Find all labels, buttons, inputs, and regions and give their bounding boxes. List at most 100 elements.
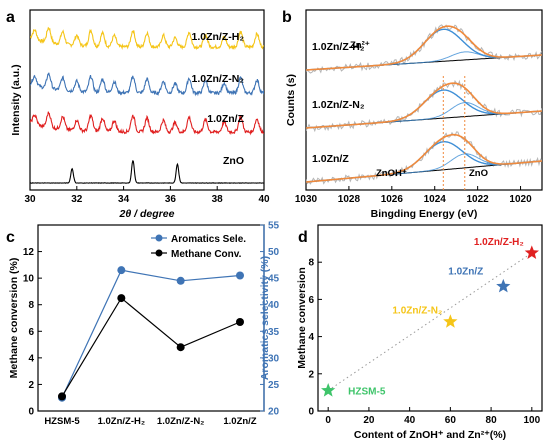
legend-marker-methane: [155, 249, 163, 257]
xrd-label-0: 1.0Zn/Z-H₂: [192, 31, 245, 43]
legend-label-aromatics: Aromatics Sele.: [171, 234, 246, 245]
x-tick-label-b-2: 1026: [381, 194, 404, 205]
legend-label-methane: Methane Conv.: [171, 249, 242, 260]
x-ticks-b: 1030 1028 1026 1024 1022 1020: [295, 186, 532, 205]
x-tick-label-d-4: 80: [486, 415, 498, 426]
y-tick-label-d-1: 2: [308, 369, 314, 380]
xps-curves: [306, 24, 542, 190]
x-tick-label-a-5: 40: [258, 194, 270, 205]
series-point-c-1-0: [58, 392, 66, 401]
panel-letter-d: d: [298, 229, 308, 246]
x-category-c-0: HZSM-5: [44, 416, 80, 427]
y2-tick-label-c-1: 25: [268, 380, 280, 391]
xrd-curve-2: [30, 111, 264, 136]
y-tick-label-c-3: 6: [28, 327, 34, 338]
series-line-c-1: [61, 297, 241, 397]
y2-tick-label-c-6: 50: [268, 247, 280, 258]
xps-raw-2: [306, 131, 542, 185]
x-axis-label-d: Content of ZnOH⁺ and Zn²⁺(%): [354, 429, 506, 441]
star-marker-0: [321, 383, 336, 397]
x-ticks-a: 30 32 34 36 38 40: [24, 186, 270, 205]
xrd-curve-0: [30, 26, 264, 51]
trendline-d: [327, 252, 533, 391]
x-axis-label-b: Bingding Energy (eV): [371, 208, 478, 220]
plot-frame-b: [305, 9, 543, 191]
y2-tick-label-c-4: 40: [268, 300, 280, 311]
xps-envelope-0: [306, 25, 542, 71]
series-line-c-0: [61, 269, 241, 398]
point-label-1: 1.0Zn/Z-N₂: [392, 306, 442, 317]
y2-tick-label-c-2: 30: [268, 353, 280, 364]
y-axis-label-d: Methane conversion: [296, 267, 308, 369]
znoh-label: ZnOH⁺: [376, 168, 407, 179]
legend-marker-aromatics: [155, 234, 163, 242]
y2-tick-label-c-7: 55: [268, 221, 280, 232]
x-tick-label-a-0: 30: [24, 194, 36, 205]
y-axis-label-a: Intensity (a.u.): [10, 64, 22, 135]
panel-letter-a: a: [6, 9, 15, 26]
star-marker-1: [443, 314, 458, 328]
y-tick-label-c-6: 12: [23, 247, 35, 258]
panel-c: c 0 2 4 6 8 10 12 20 25 30 35 40 45 50 55 HZSM-5 1.0Zn/Z…: [6, 221, 280, 428]
axes-d: 0 20 40 60 80 100 0 2 4 6 8: [308, 252, 541, 426]
x-tick-label-d-2: 40: [404, 415, 416, 426]
xrd-label-2: 1.0Zn/Z: [207, 113, 244, 125]
xrd-label-3: ZnO: [223, 155, 244, 167]
panel-letter-c: c: [6, 229, 15, 246]
series-labels-a: 1.0Zn/Z-H₂ 1.0Zn/Z-N₂ 1.0Zn/Z ZnO: [192, 31, 245, 167]
sample-labels-b: 1.0Zn/Z-H₂ 1.0Zn/Z-N₂ 1.0Zn/Z: [312, 41, 365, 165]
x-tick-label-b-3: 1024: [424, 194, 447, 205]
xrd-curves: [30, 26, 264, 184]
x-category-c-1: 1.0Zn/Z-H₂: [98, 416, 146, 427]
y2-tick-label-c-5: 45: [268, 274, 280, 285]
y-tick-label-c-1: 2: [28, 380, 34, 391]
x-tick-label-d-0: 0: [325, 415, 331, 426]
x-tick-label-b-0: 1030: [295, 194, 318, 205]
x-axis-label-a: 2θ / degree: [119, 208, 175, 220]
y2-tick-label-c-0: 20: [268, 407, 280, 418]
y2-tick-label-c-3: 35: [268, 327, 280, 338]
series-c: [58, 266, 244, 402]
xps-sample-label-1: 1.0Zn/Z-N₂: [312, 99, 365, 111]
y-tick-label-c-2: 4: [28, 353, 34, 364]
xrd-curve-3: [30, 160, 264, 184]
point-label-3: 1.0Zn/Z-H₂: [474, 237, 524, 248]
x-tick-label-b-5: 1020: [509, 194, 532, 205]
star-marker-3: [524, 245, 539, 259]
y-tick-label-c-5: 10: [23, 274, 35, 285]
points-d: HZSM-5 1.0Zn/Z-N₂ 1.0Zn/Z 1.0Zn/Z-H₂: [321, 237, 539, 398]
x-tick-label-a-1: 32: [71, 194, 83, 205]
xps-envelope-2: [306, 133, 542, 183]
x-tick-label-d-3: 60: [445, 415, 457, 426]
panel-letter-b: b: [282, 9, 292, 26]
y-tick-label-d-4: 8: [308, 258, 314, 269]
x-tick-label-a-3: 36: [165, 194, 177, 205]
point-label-0: HZSM-5: [348, 387, 386, 398]
x-tick-label-d-1: 20: [363, 415, 375, 426]
legend-c: Aromatics Sele. Methane Conv.: [151, 234, 246, 260]
y-tick-label-c-4: 8: [28, 300, 34, 311]
y-tick-label-d-2: 4: [308, 332, 314, 343]
series-point-c-1-3: [236, 317, 244, 326]
xrd-label-1: 1.0Zn/Z-N₂: [192, 73, 245, 85]
plot-frame-d: [317, 224, 543, 412]
plot-frame-a: [29, 9, 265, 191]
point-label-2: 1.0Zn/Z: [448, 266, 483, 277]
x-tick-label-d-5: 100: [523, 415, 540, 426]
panel-a: a 30 32 34 36 38 40 1.0Zn/Z-H₂1.0Zn/Z-N₂1.0Zn…: [6, 9, 270, 220]
x-category-c-2: 1.0Zn/Z-N₂: [157, 416, 205, 427]
series-point-c-0-2: [176, 276, 185, 285]
axes-c: 0 2 4 6 8 10 12 20 25 30 35 40 45 50 55 HZSM-5 1.0Zn/Z-H…: [23, 221, 280, 428]
xrd-curve-1: [30, 72, 264, 97]
panel-b: b 1030 1028 1026 1024 1022 1020 1.0Zn/Z-H₂1.0…: [282, 9, 543, 220]
series-point-c-0-3: [236, 271, 244, 280]
series-point-c-1-2: [176, 343, 185, 352]
x-category-c-3: 1.0Zn/Z: [223, 416, 256, 427]
series-point-c-0-1: [117, 266, 126, 275]
xps-sample-label-0: 1.0Zn/Z-H₂: [312, 41, 365, 53]
zno-label: ZnO: [469, 168, 488, 179]
zn2-label: Zn²⁺: [350, 40, 370, 51]
x-tick-label-a-2: 34: [118, 194, 130, 205]
y-axis-label-b: Counts (s): [285, 74, 297, 126]
